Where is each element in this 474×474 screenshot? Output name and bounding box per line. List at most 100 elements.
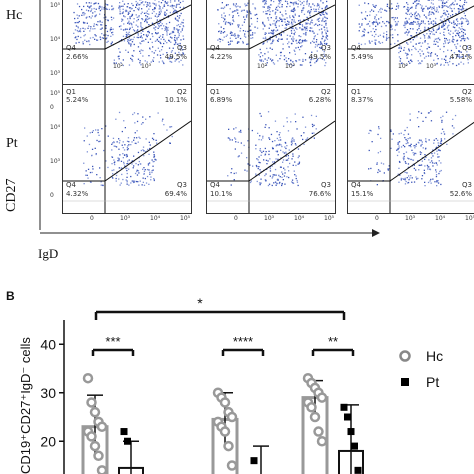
event-dot bbox=[416, 36, 418, 38]
event-dot bbox=[244, 169, 246, 171]
event-dot bbox=[115, 174, 118, 177]
quadrant-q2-name: Q2 bbox=[177, 88, 187, 96]
event-dot bbox=[461, 38, 463, 40]
event-dot bbox=[226, 34, 228, 36]
y-tick-label: 10⁵ bbox=[50, 90, 61, 97]
event-dot bbox=[321, 24, 323, 26]
event-dots bbox=[217, 0, 329, 67]
quadrant-q4-name: Q4 bbox=[210, 44, 220, 52]
event-dot bbox=[411, 7, 413, 9]
event-dot bbox=[167, 15, 170, 17]
event-dot bbox=[299, 64, 302, 66]
event-dot bbox=[246, 170, 248, 172]
event-dot bbox=[437, 156, 439, 158]
event-dot bbox=[145, 138, 147, 140]
event-dot bbox=[262, 21, 264, 24]
event-dot bbox=[140, 64, 142, 66]
event-dot bbox=[429, 161, 431, 164]
event-dot bbox=[94, 2, 96, 5]
event-dot bbox=[264, 153, 267, 155]
event-dot bbox=[315, 8, 317, 11]
event-dot bbox=[131, 160, 133, 162]
event-dot bbox=[425, 116, 427, 119]
event-dot bbox=[291, 9, 293, 11]
data-point-hc bbox=[316, 436, 328, 447]
event-dot bbox=[98, 7, 100, 10]
event-dot bbox=[440, 116, 442, 119]
event-dot bbox=[293, 33, 295, 35]
event-dot bbox=[88, 2, 90, 4]
event-dot bbox=[427, 8, 429, 10]
event-dot bbox=[296, 28, 298, 30]
event-dot bbox=[298, 49, 301, 51]
event-dot bbox=[140, 32, 142, 34]
event-dot bbox=[274, 120, 277, 122]
event-dot bbox=[309, 10, 311, 12]
event-dot bbox=[415, 32, 418, 34]
event-dot bbox=[406, 54, 408, 57]
event-dot bbox=[111, 19, 113, 21]
event-dot bbox=[140, 49, 142, 51]
event-dot bbox=[418, 111, 420, 113]
event-dot bbox=[156, 33, 158, 35]
event-dot bbox=[398, 145, 400, 147]
event-dot bbox=[74, 17, 76, 20]
event-dot bbox=[278, 3, 280, 5]
event-dots bbox=[73, 0, 185, 67]
event-dot bbox=[175, 6, 177, 8]
event-dot bbox=[275, 184, 277, 186]
event-dot bbox=[275, 145, 277, 147]
event-dot bbox=[282, 179, 284, 181]
event-dot bbox=[86, 40, 88, 43]
event-dot bbox=[227, 21, 229, 24]
event-dot bbox=[281, 30, 283, 32]
event-dot bbox=[110, 28, 113, 31]
event-dot bbox=[456, 32, 458, 34]
event-dot bbox=[420, 30, 422, 32]
event-dot bbox=[291, 139, 293, 141]
event-dot bbox=[463, 39, 466, 42]
event-dot bbox=[123, 15, 125, 17]
event-dot bbox=[300, 21, 302, 23]
event-dot bbox=[413, 145, 415, 147]
event-dot bbox=[392, 37, 394, 39]
event-dot bbox=[99, 140, 101, 142]
event-dot bbox=[126, 10, 128, 12]
event-dot bbox=[122, 11, 124, 13]
event-dot bbox=[120, 28, 122, 30]
event-dot bbox=[265, 151, 267, 153]
quadrant-q4-name: Q4 bbox=[210, 181, 220, 189]
event-dot bbox=[451, 3, 453, 5]
event-dot bbox=[91, 15, 93, 17]
event-dot bbox=[412, 39, 414, 41]
event-dot bbox=[148, 32, 150, 34]
event-dot bbox=[457, 20, 459, 22]
event-dot bbox=[276, 151, 278, 153]
data-point-hc bbox=[316, 392, 328, 403]
event-dot bbox=[294, 31, 296, 33]
event-dot bbox=[265, 159, 268, 161]
event-dot bbox=[281, 4, 283, 6]
event-dot bbox=[135, 24, 137, 26]
event-dot bbox=[237, 36, 239, 38]
event-dot bbox=[414, 145, 416, 147]
event-dot bbox=[410, 35, 413, 37]
event-dot bbox=[394, 29, 396, 31]
event-dot bbox=[128, 184, 130, 186]
x-axis-arrowhead bbox=[372, 229, 380, 237]
event-dot bbox=[437, 139, 439, 141]
event-dot bbox=[421, 143, 423, 145]
event-dot bbox=[428, 35, 430, 37]
event-dot bbox=[75, 42, 77, 44]
event-dot bbox=[128, 20, 130, 22]
event-dot bbox=[146, 18, 148, 21]
event-dot bbox=[430, 182, 432, 184]
event-dot bbox=[453, 52, 456, 54]
event-dot bbox=[418, 126, 420, 128]
event-dot bbox=[160, 11, 162, 13]
event-dot bbox=[301, 28, 303, 30]
event-dot bbox=[227, 175, 229, 177]
event-dot bbox=[166, 32, 168, 34]
event-dot bbox=[122, 19, 124, 21]
